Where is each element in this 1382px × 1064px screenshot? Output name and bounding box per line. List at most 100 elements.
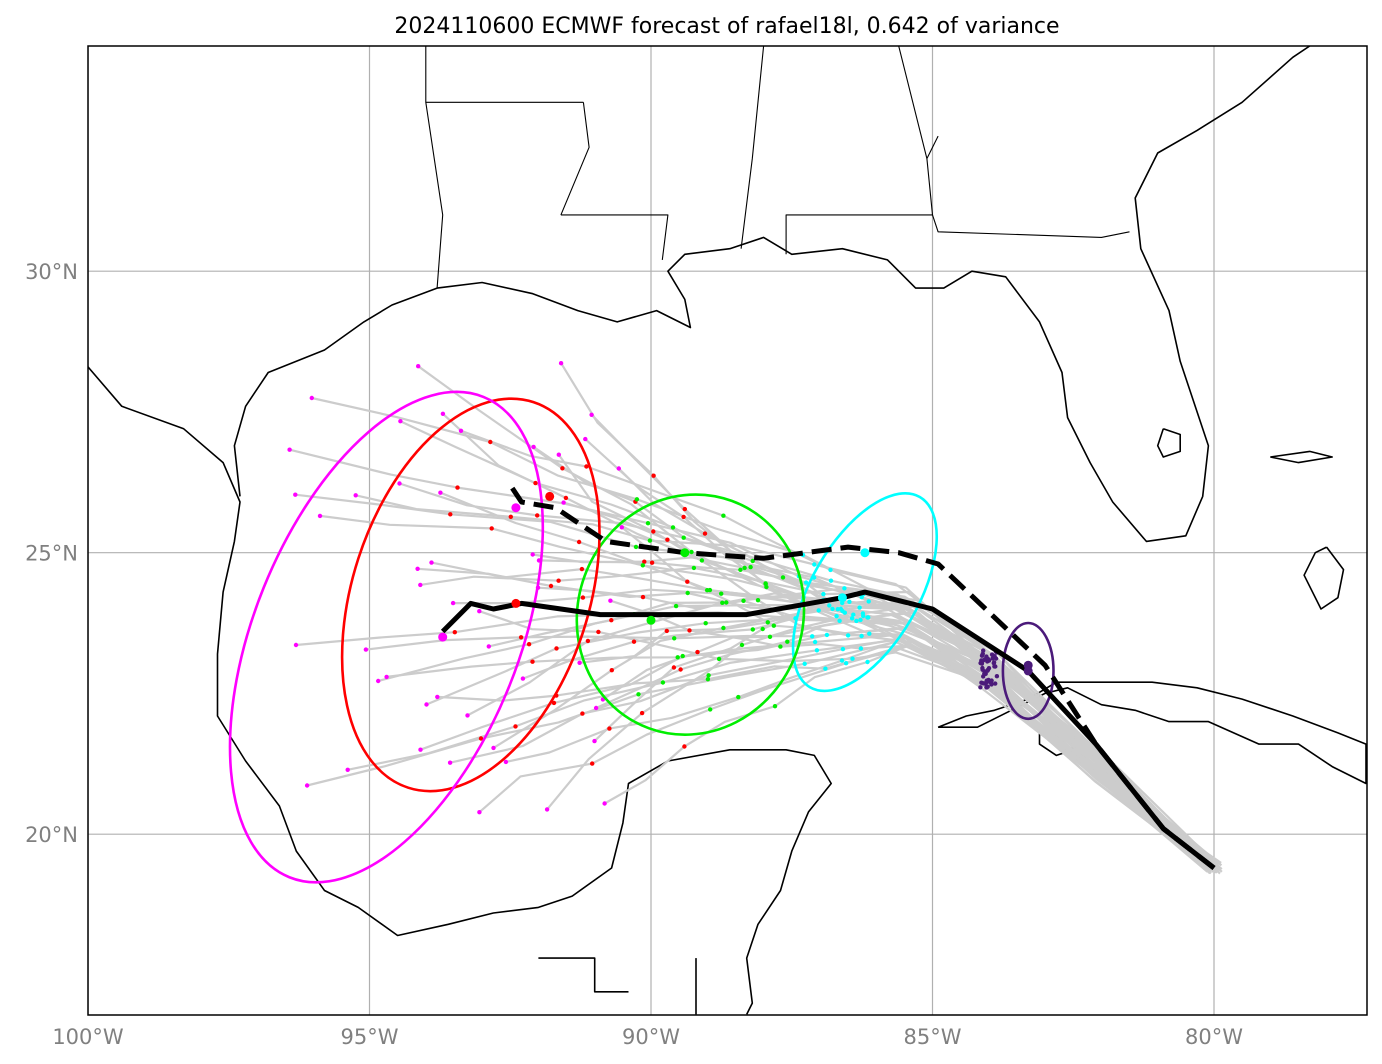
member-position (724, 600, 729, 605)
member-position (397, 481, 402, 486)
member-position (293, 642, 299, 648)
member-position (828, 578, 834, 583)
member-position (363, 647, 369, 652)
bahamas-andros (1303, 546, 1345, 610)
member-position (513, 724, 518, 729)
ensemble-track (466, 587, 1218, 866)
member-position (590, 761, 595, 766)
member-position (699, 558, 705, 563)
ms-river (560, 102, 590, 216)
member-position (685, 590, 690, 596)
member-position (508, 514, 513, 519)
member-position (488, 439, 493, 445)
lon-tick-label: 90°W (622, 1025, 680, 1049)
member-position (721, 513, 726, 518)
member-position (736, 694, 741, 700)
member-position (750, 627, 755, 632)
ensemble-track (289, 448, 1223, 873)
member-position (649, 560, 655, 565)
member-position (685, 579, 690, 584)
member-position (579, 566, 585, 572)
member-position (631, 639, 637, 644)
member-position (520, 676, 526, 681)
mean-point-dashed (680, 548, 690, 558)
mean-point-dashed (511, 503, 521, 513)
member-position (858, 646, 864, 651)
member-position (671, 665, 677, 670)
member-position (592, 738, 597, 744)
member-position (816, 608, 821, 613)
member-position (503, 759, 509, 765)
member-position (616, 466, 621, 471)
member-position (576, 539, 582, 545)
member-position (418, 747, 423, 752)
member-position (849, 616, 855, 621)
member-position (989, 678, 994, 683)
member-position (660, 680, 666, 685)
member-position (858, 617, 863, 623)
member-position (609, 668, 614, 673)
member-position (353, 493, 358, 498)
member-position (619, 525, 624, 530)
ensemble-track (460, 429, 1219, 864)
member-position (583, 436, 588, 442)
member-position (719, 591, 724, 596)
member-position (477, 609, 482, 614)
member-position (533, 480, 538, 486)
gulf-coast (88, 366, 832, 1015)
member-position (681, 535, 686, 540)
member-position (634, 497, 640, 502)
lon-tick-label: 95°W (341, 1025, 399, 1049)
member-position (478, 736, 484, 741)
cluster-mean-tracks (438, 483, 1216, 870)
member-position (834, 614, 839, 619)
member-position (563, 495, 569, 501)
member-position (287, 447, 292, 452)
member-position (429, 560, 434, 565)
member-position (678, 667, 683, 672)
ensemble-tracks (289, 362, 1223, 875)
member-position (778, 644, 783, 649)
member-position (415, 566, 420, 571)
member-position (651, 473, 656, 478)
member-position (345, 767, 350, 772)
lon-tick-label: 85°W (904, 1025, 962, 1049)
member-position (465, 713, 470, 718)
member-position (994, 674, 1000, 679)
member-position (672, 636, 677, 641)
ellipse-day4 (340, 397, 601, 793)
member-position (828, 567, 833, 573)
member-position (814, 648, 820, 653)
member-position (418, 582, 423, 588)
member-position (681, 514, 686, 520)
member-position (986, 658, 992, 663)
member-position (531, 444, 536, 450)
member-position (742, 565, 747, 571)
lat-tick-label: 20°N (25, 823, 78, 847)
member-position (554, 646, 559, 651)
member-position (596, 629, 601, 635)
member-position (839, 658, 845, 663)
member-position (558, 361, 564, 366)
member-position (530, 659, 535, 664)
member-position (840, 646, 846, 652)
member-position (763, 581, 768, 586)
member-position (738, 567, 743, 572)
member-position (859, 633, 864, 639)
member-position (854, 618, 859, 624)
member-position (477, 810, 482, 815)
member-position (843, 661, 849, 666)
member-position (741, 598, 746, 603)
mean-track-dashed (508, 483, 1216, 870)
member-position (384, 674, 389, 680)
member-position (982, 657, 987, 662)
member-position (518, 635, 524, 640)
member-position (416, 364, 421, 369)
member-position (489, 526, 494, 531)
mean-point-dashed (860, 548, 870, 558)
member-position (850, 656, 855, 661)
member-position (530, 552, 535, 557)
member-position (438, 490, 443, 495)
member-position (664, 628, 669, 634)
member-position (556, 452, 561, 457)
